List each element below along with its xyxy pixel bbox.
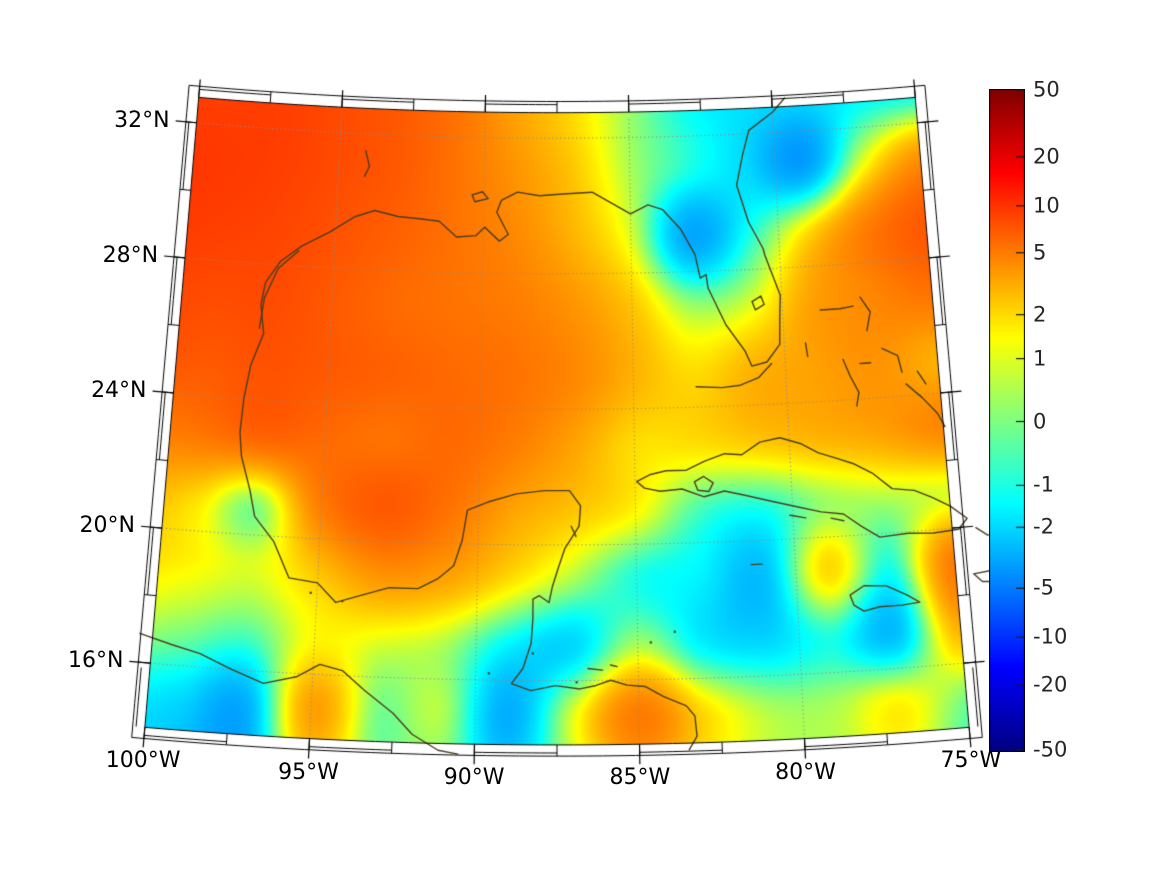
colorbar <box>989 89 1025 752</box>
